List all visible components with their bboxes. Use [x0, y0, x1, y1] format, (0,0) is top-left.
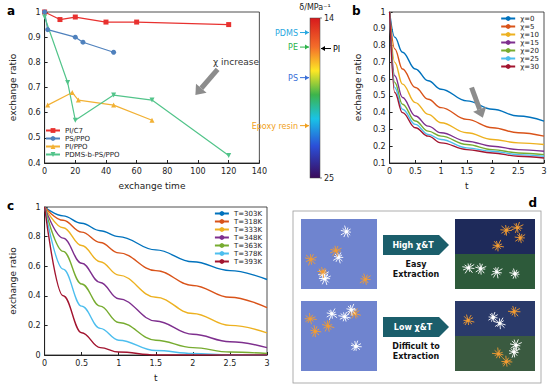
- svg-text:T=303K: T=303K: [233, 210, 263, 218]
- svg-text:0.5: 0.5: [28, 133, 41, 142]
- svg-text:40: 40: [101, 167, 111, 176]
- svg-text:PE: PE: [288, 43, 298, 52]
- svg-text:Easy: Easy: [406, 260, 428, 269]
- svg-text:Epoxy resin: Epoxy resin: [252, 122, 298, 131]
- svg-text:d: d: [528, 196, 537, 210]
- svg-text:T=363K: T=363K: [233, 242, 263, 250]
- svg-text:2: 2: [490, 167, 495, 176]
- svg-text:T=393K: T=393K: [233, 258, 263, 266]
- svg-text:PI: PI: [333, 45, 340, 54]
- svg-text:3: 3: [541, 167, 546, 176]
- svg-text:Extraction: Extraction: [393, 352, 440, 361]
- svg-text:0.8: 0.8: [28, 58, 41, 67]
- svg-text:Difficult to: Difficult to: [392, 342, 440, 351]
- svg-text:0.6: 0.6: [373, 75, 386, 84]
- svg-text:0.4: 0.4: [373, 108, 386, 117]
- svg-text:χ=25: χ=25: [520, 55, 539, 63]
- svg-text:140: 140: [252, 167, 267, 176]
- svg-text:0.7: 0.7: [373, 58, 386, 67]
- svg-text:0: 0: [42, 167, 47, 176]
- svg-text:80: 80: [162, 167, 172, 176]
- svg-text:a: a: [7, 4, 15, 18]
- svg-text:T=378K: T=378K: [233, 250, 263, 258]
- svg-text:PS: PS: [288, 74, 298, 83]
- svg-text:60: 60: [132, 167, 142, 176]
- svg-text:1: 1: [381, 8, 386, 17]
- svg-text:0.4: 0.4: [28, 159, 41, 168]
- svg-text:χ increase: χ increase: [213, 57, 259, 67]
- svg-text:2: 2: [190, 359, 195, 368]
- svg-text:δ/MPa⁻¹: δ/MPa⁻¹: [299, 3, 330, 12]
- svg-text:PI/C7: PI/C7: [65, 127, 83, 135]
- svg-text:0: 0: [42, 359, 47, 368]
- svg-text:exchange time: exchange time: [119, 181, 186, 191]
- svg-text:0.6: 0.6: [28, 108, 41, 117]
- svg-text:3: 3: [264, 359, 269, 368]
- svg-text:0.2: 0.2: [28, 321, 41, 330]
- svg-text:χ=5: χ=5: [520, 23, 534, 31]
- svg-text:1: 1: [116, 359, 121, 368]
- svg-text:PI/PPO: PI/PPO: [65, 143, 88, 151]
- svg-text:1: 1: [36, 8, 41, 17]
- svg-text:0.5: 0.5: [373, 91, 386, 100]
- svg-text:1.5: 1.5: [149, 359, 162, 368]
- svg-text:χ=10: χ=10: [520, 31, 539, 39]
- svg-text:0: 0: [387, 167, 392, 176]
- svg-text:χ=15: χ=15: [520, 39, 539, 47]
- svg-text:0.3: 0.3: [373, 125, 386, 134]
- svg-text:0.5: 0.5: [75, 359, 88, 368]
- svg-text:100: 100: [190, 167, 205, 176]
- svg-text:Extraction: Extraction: [393, 270, 440, 279]
- svg-text:25: 25: [324, 174, 334, 183]
- svg-text:PDMS: PDMS: [275, 29, 298, 38]
- svg-text:0.5: 0.5: [409, 167, 422, 176]
- svg-text:High χ&T: High χ&T: [392, 241, 434, 250]
- svg-text:T=348K: T=348K: [233, 234, 263, 242]
- svg-text:0.1: 0.1: [373, 159, 386, 168]
- svg-text:2.5: 2.5: [512, 167, 525, 176]
- svg-text:exchange ratio: exchange ratio: [8, 53, 18, 121]
- svg-text:0.9: 0.9: [373, 24, 386, 33]
- svg-text:PDMS-b-PS/PPO: PDMS-b-PS/PPO: [65, 151, 120, 159]
- svg-text:χ=0: χ=0: [520, 15, 534, 23]
- svg-text:0: 0: [36, 351, 41, 360]
- svg-text:0.8: 0.8: [28, 232, 41, 241]
- svg-text:0.8: 0.8: [373, 41, 386, 50]
- svg-text:T=318K: T=318K: [233, 218, 263, 226]
- svg-text:1.5: 1.5: [460, 167, 473, 176]
- svg-text:PS/PPO: PS/PPO: [65, 135, 90, 143]
- svg-text:exchange ratio: exchange ratio: [353, 53, 363, 121]
- svg-text:20: 20: [70, 167, 80, 176]
- svg-text:1: 1: [439, 167, 444, 176]
- svg-text:Low χ&T: Low χ&T: [394, 323, 433, 332]
- svg-text:χ=30: χ=30: [520, 63, 539, 71]
- svg-text:exchange ratio: exchange ratio: [8, 247, 18, 315]
- svg-text:0.9: 0.9: [28, 33, 41, 42]
- svg-text:t: t: [465, 181, 469, 191]
- svg-text:T=333K: T=333K: [233, 226, 263, 234]
- svg-text:0.2: 0.2: [373, 142, 386, 151]
- svg-text:t: t: [154, 373, 158, 383]
- svg-text:0.7: 0.7: [28, 83, 41, 92]
- svg-text:χ=20: χ=20: [520, 47, 539, 55]
- svg-text:1: 1: [36, 203, 41, 212]
- svg-text:14: 14: [324, 14, 334, 23]
- svg-text:0.4: 0.4: [28, 291, 41, 300]
- svg-text:120: 120: [221, 167, 236, 176]
- svg-text:b: b: [352, 4, 361, 18]
- svg-text:2.5: 2.5: [224, 359, 237, 368]
- svg-text:0.6: 0.6: [28, 262, 41, 271]
- svg-text:c: c: [7, 199, 14, 213]
